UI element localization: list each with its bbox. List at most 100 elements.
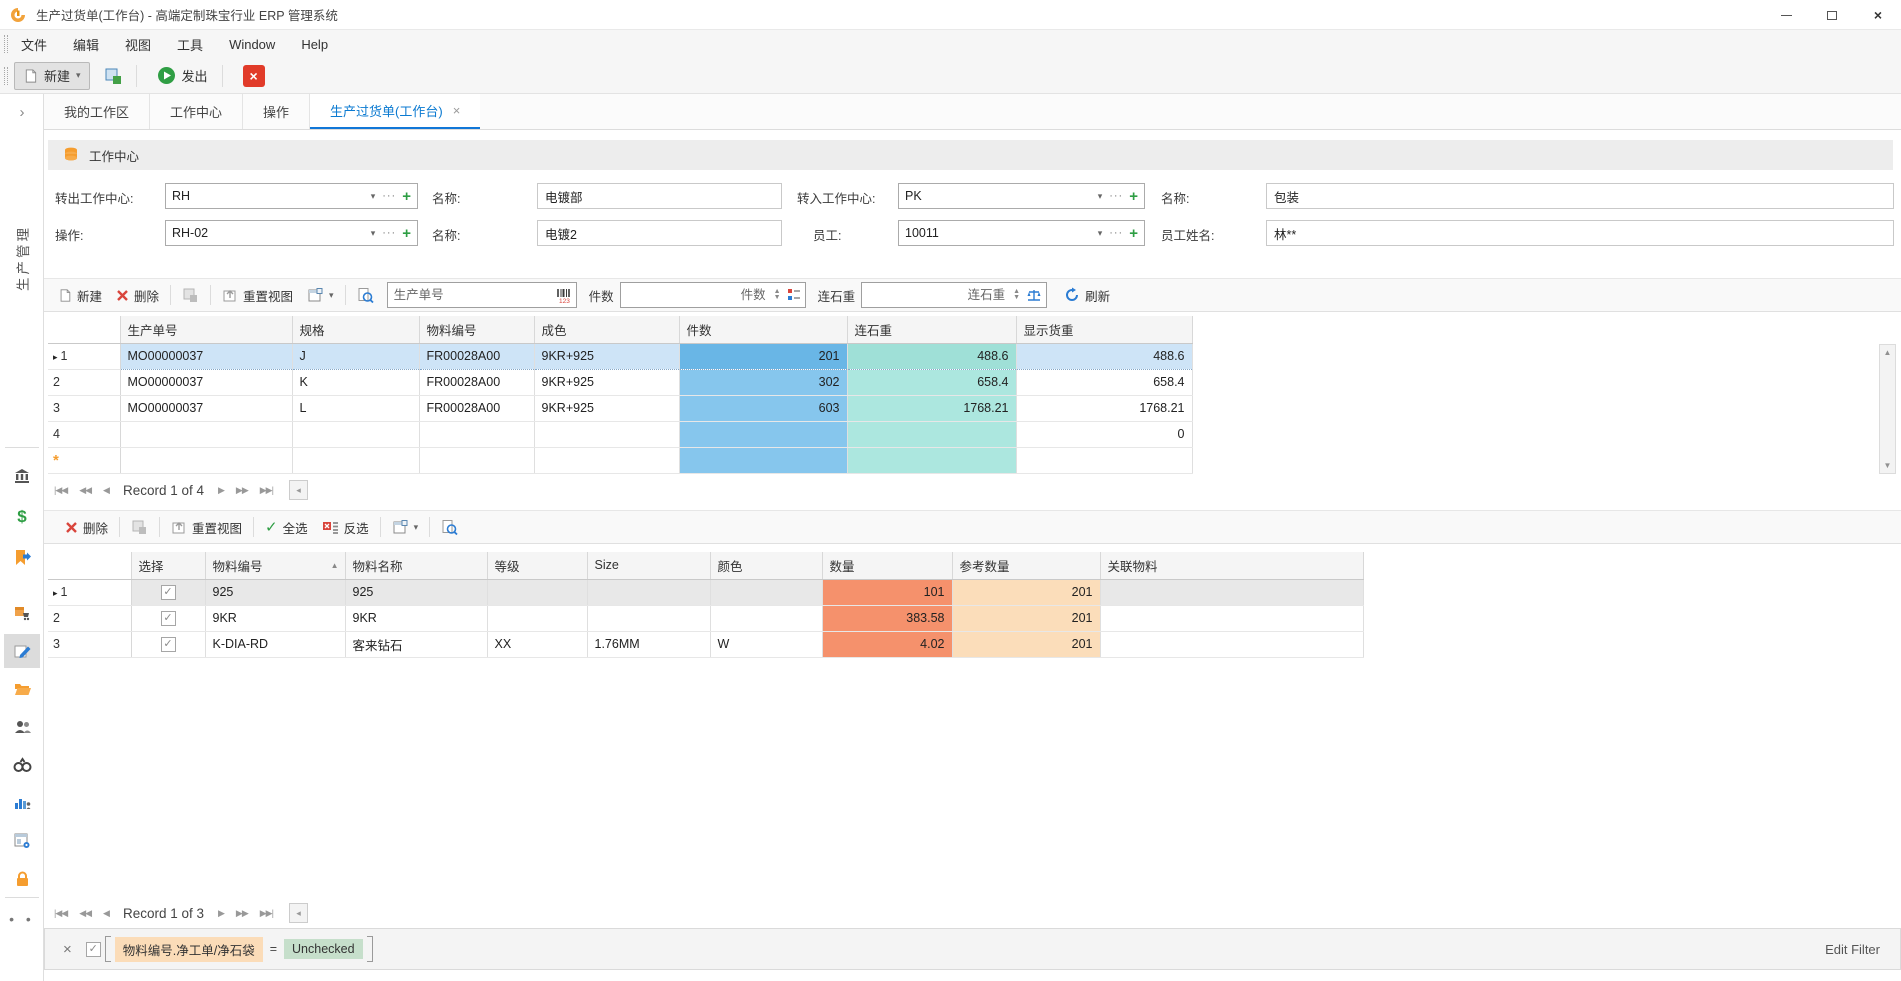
grid1-new-button[interactable]: 新建 bbox=[51, 282, 109, 308]
nav-next-page-icon[interactable]: ▶▶ bbox=[235, 484, 249, 495]
grid1-reset-view-button[interactable]: 重置视图 bbox=[215, 282, 300, 308]
cell[interactable] bbox=[292, 447, 420, 474]
filter-enabled-checkbox[interactable]: ✓ bbox=[85, 941, 101, 957]
new-button[interactable]: 新建 ▾ bbox=[14, 61, 90, 90]
nav-first-icon[interactable]: |◀◀ bbox=[54, 907, 68, 918]
name-in-field[interactable] bbox=[1266, 183, 1894, 209]
row-checkbox[interactable]: ✓ bbox=[160, 610, 176, 626]
name-out-input[interactable] bbox=[538, 184, 781, 208]
cell[interactable] bbox=[1016, 447, 1193, 474]
combo-caret-icon[interactable]: ▾ bbox=[370, 227, 376, 238]
menu-window[interactable]: Window bbox=[229, 36, 276, 52]
combo-ellipsis-icon[interactable]: ··· bbox=[382, 190, 397, 202]
cell[interactable]: MO00000037 bbox=[120, 342, 293, 370]
nav-first-icon[interactable]: |◀◀ bbox=[54, 484, 68, 495]
layout-caret-icon[interactable]: ▾ bbox=[413, 521, 419, 532]
cell[interactable] bbox=[1100, 631, 1364, 658]
combo-ellipsis-icon[interactable]: ··· bbox=[382, 227, 397, 239]
stone-filter-box[interactable]: ▲▼ bbox=[861, 282, 1048, 308]
filter-value-chip[interactable]: Unchecked bbox=[284, 939, 363, 959]
cancel-button[interactable]: × bbox=[235, 62, 273, 90]
grid2-layout-button[interactable]: ▾ bbox=[385, 514, 426, 540]
cell[interactable] bbox=[679, 421, 848, 448]
nav-prev-page-icon[interactable]: ◀◀ bbox=[79, 484, 92, 495]
cell[interactable]: 0 bbox=[1016, 421, 1193, 448]
cell[interactable] bbox=[1100, 579, 1364, 606]
cell[interactable]: 9KR+925 bbox=[534, 342, 680, 370]
nav-last-icon[interactable]: ▶▶| bbox=[259, 907, 274, 918]
tab-close-icon[interactable]: × bbox=[452, 103, 461, 118]
module-label[interactable]: 生产管理 bbox=[16, 225, 31, 291]
cell[interactable] bbox=[679, 447, 848, 474]
new-dropdown-caret-icon[interactable]: ▾ bbox=[76, 70, 81, 80]
row-indicator[interactable]: 4 bbox=[48, 421, 121, 448]
grid2-reset-view-button[interactable]: 重置视图 bbox=[164, 514, 249, 540]
pieces-input[interactable] bbox=[620, 288, 772, 302]
combo-add-icon[interactable]: + bbox=[1129, 187, 1138, 205]
table-row[interactable]: ▸ 1 ✓ 925 925 101 201 bbox=[48, 579, 1364, 606]
cell[interactable]: 658.4 bbox=[847, 369, 1017, 396]
tab-work-center[interactable]: 工作中心 bbox=[150, 94, 244, 129]
cell[interactable] bbox=[120, 447, 293, 474]
grid1-delete-button[interactable]: 删除 bbox=[109, 282, 166, 308]
hscroll-left-button[interactable]: ◂ bbox=[288, 903, 308, 923]
transfer-out-input[interactable] bbox=[166, 189, 367, 203]
grid1-copy-button-disabled[interactable] bbox=[175, 282, 206, 308]
invert-selection-button[interactable]: 反选 bbox=[315, 514, 376, 540]
cell[interactable]: 302 bbox=[679, 369, 848, 396]
sidebar-item-finance[interactable]: $ bbox=[4, 500, 40, 534]
grid1-refresh-button[interactable]: 刷新 bbox=[1057, 282, 1117, 308]
cell[interactable]: 1768.21 bbox=[1016, 395, 1193, 422]
cell[interactable] bbox=[587, 579, 711, 606]
sidebar-expand-icon[interactable]: › bbox=[19, 104, 25, 121]
cell[interactable]: 658.4 bbox=[1016, 369, 1193, 396]
cell[interactable]: 9KR bbox=[205, 605, 346, 632]
send-button[interactable]: 发出 bbox=[149, 62, 216, 90]
cell[interactable]: 925 bbox=[345, 579, 488, 606]
cell[interactable] bbox=[487, 605, 588, 632]
cell[interactable] bbox=[847, 447, 1017, 474]
cell[interactable]: 201 bbox=[679, 342, 848, 370]
grid2-delete-button[interactable]: 删除 bbox=[58, 514, 115, 540]
nav-prev-page-icon[interactable]: ◀◀ bbox=[79, 907, 92, 918]
cell[interactable]: K bbox=[292, 369, 420, 396]
operation-name-field[interactable] bbox=[537, 220, 782, 246]
row-indicator[interactable]: 2 bbox=[48, 369, 121, 396]
scroll-down-icon[interactable]: ▼ bbox=[1883, 461, 1892, 470]
combo-ellipsis-icon[interactable]: ··· bbox=[1109, 227, 1124, 239]
tab-operation[interactable]: 操作 bbox=[243, 94, 311, 129]
nav-next-icon[interactable]: ▶ bbox=[218, 907, 225, 918]
cell[interactable] bbox=[534, 421, 680, 448]
col-header-related-material[interactable]: 关联物料 bbox=[1100, 552, 1364, 580]
cell[interactable]: 383.58 bbox=[822, 605, 953, 632]
sidebar-item-bank[interactable] bbox=[4, 459, 40, 493]
scroll-up-icon[interactable]: ▲ bbox=[1883, 348, 1892, 357]
cell[interactable]: 1768.21 bbox=[847, 395, 1017, 422]
table-row[interactable]: 4 0 bbox=[48, 421, 1193, 448]
cell[interactable] bbox=[120, 421, 293, 448]
minimize-button[interactable] bbox=[1763, 0, 1809, 30]
edit-filter-link[interactable]: Edit Filter bbox=[1825, 941, 1880, 957]
cell[interactable]: 101 bbox=[822, 579, 953, 606]
name-out-field[interactable] bbox=[537, 183, 782, 209]
row-indicator[interactable]: 3 bbox=[48, 395, 121, 422]
combo-caret-icon[interactable]: ▾ bbox=[1097, 190, 1103, 201]
cell[interactable]: W bbox=[710, 631, 823, 658]
sidebar-item-window-settings[interactable] bbox=[4, 824, 40, 858]
tab-my-workspace[interactable]: 我的工作区 bbox=[44, 94, 151, 129]
combo-ellipsis-icon[interactable]: ··· bbox=[1109, 190, 1124, 202]
menu-tools[interactable]: 工具 bbox=[177, 37, 204, 53]
sidebar-item-folder[interactable] bbox=[4, 672, 40, 706]
layout-caret-icon[interactable]: ▾ bbox=[329, 289, 334, 300]
nav-prev-icon[interactable]: ◀ bbox=[103, 484, 110, 495]
row-indicator[interactable]: * bbox=[48, 447, 121, 474]
cell[interactable]: 9KR+925 bbox=[534, 395, 680, 422]
cell[interactable]: FR00028A00 bbox=[419, 395, 535, 422]
sidebar-item-users[interactable] bbox=[4, 710, 40, 744]
cell[interactable]: 603 bbox=[679, 395, 848, 422]
col-header-ref-quantity[interactable]: 参考数量 bbox=[952, 552, 1101, 580]
cell[interactable]: 1.76MM bbox=[587, 631, 711, 658]
employee-combo[interactable]: ▾ ··· + bbox=[898, 220, 1145, 246]
cell[interactable] bbox=[487, 579, 588, 606]
cell[interactable]: FR00028A00 bbox=[419, 342, 535, 370]
